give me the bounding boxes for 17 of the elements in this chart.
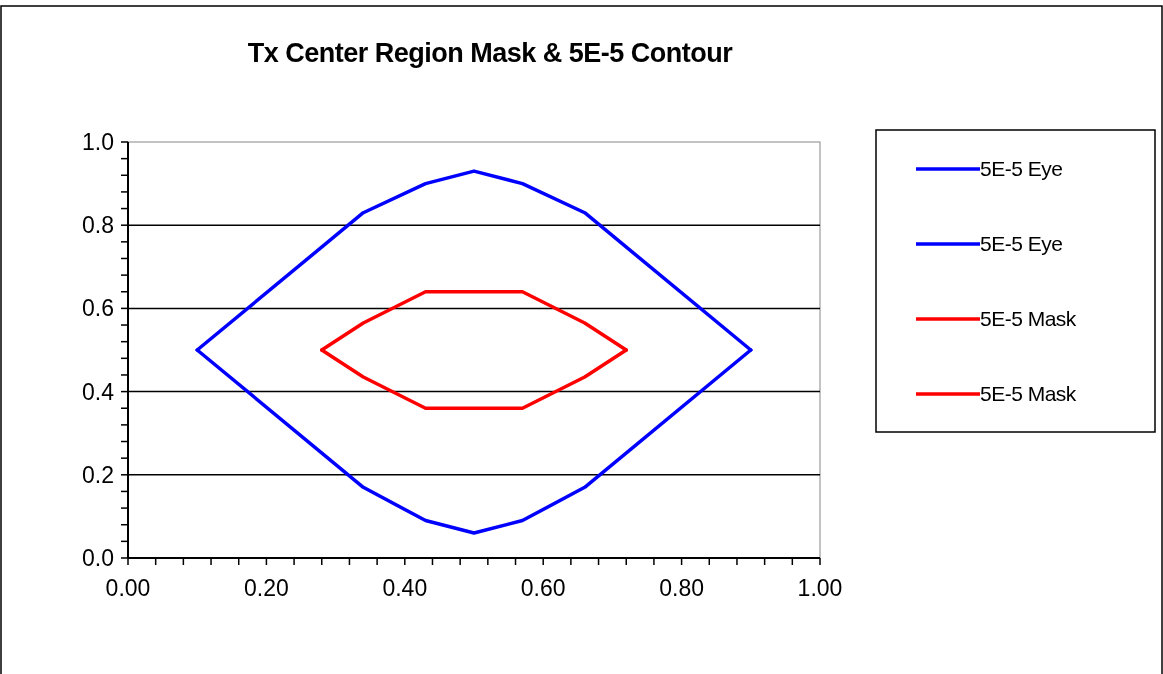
x-tick-label: 0.80 — [659, 575, 704, 601]
legend-label: 5E-5 Mask — [980, 307, 1077, 331]
y-tick-label: 0.4 — [82, 378, 115, 405]
y-tick-label: 0.2 — [82, 461, 114, 488]
legend-label: 5E-5 Eye — [980, 232, 1063, 256]
x-tick-label: 0.60 — [520, 575, 566, 601]
x-tick-label: 0.40 — [382, 575, 428, 601]
y-tick-label: 0.8 — [82, 212, 114, 239]
legend-label: 5E-5 Mask — [980, 382, 1077, 406]
y-tick-label: 0.0 — [82, 545, 114, 572]
x-tick-label: 0.00 — [105, 575, 151, 601]
chart-title: Tx Center Region Mask & 5E-5 Contour — [247, 38, 734, 68]
x-tick-label: 0.20 — [244, 575, 289, 601]
y-tick-label: 1.0 — [82, 129, 114, 156]
x-tick-label: 1.00 — [797, 575, 843, 601]
y-tick-label: 0.6 — [82, 295, 114, 322]
legend-label: 5E-5 Eye — [980, 157, 1063, 181]
